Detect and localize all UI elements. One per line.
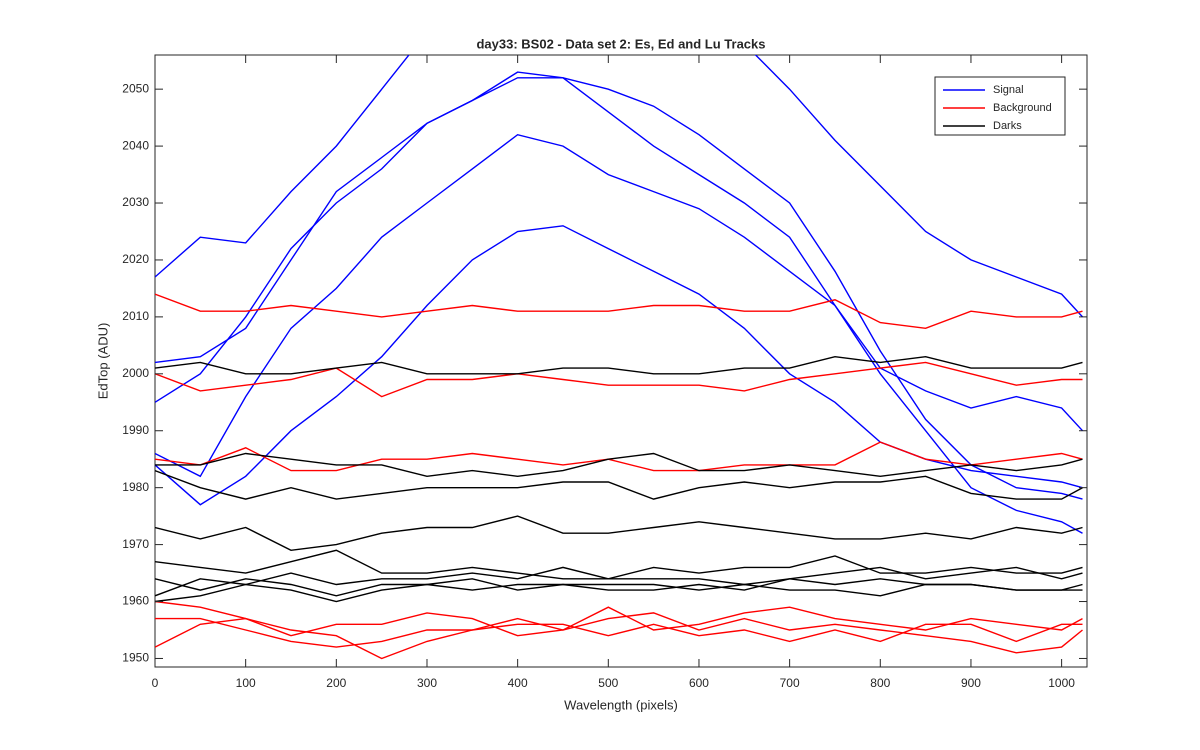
y-tick-label: 1980 — [122, 480, 149, 494]
x-tick-label: 800 — [870, 676, 890, 690]
y-tick-label: 1950 — [122, 651, 149, 665]
x-tick-label: 0 — [152, 676, 159, 690]
series-line — [155, 71, 1083, 534]
series-line — [155, 452, 1083, 478]
x-tick-label: 400 — [508, 676, 528, 690]
series-line — [155, 441, 1083, 472]
series-line — [155, 566, 1083, 603]
y-tick-label: 2030 — [122, 195, 149, 209]
x-tick-label: 100 — [236, 676, 256, 690]
x-tick-label: 1000 — [1048, 676, 1075, 690]
x-tick-label: 600 — [689, 676, 709, 690]
x-tick-label: 300 — [417, 676, 437, 690]
x-tick-label: 200 — [326, 676, 346, 690]
y-tick-label: 1970 — [122, 537, 149, 551]
y-axis-label: EdTop (ADU) — [95, 323, 110, 400]
y-tick-label: 2010 — [122, 309, 149, 323]
legend-label: Signal — [993, 84, 1024, 96]
y-tick-label: 2000 — [122, 366, 149, 380]
y-tick-label: 2020 — [122, 252, 149, 266]
plot-area — [154, 54, 1088, 668]
legend-label: Darks — [993, 120, 1022, 132]
legend-label: Background — [993, 102, 1052, 114]
series-line — [155, 293, 1083, 330]
series-line — [155, 355, 1083, 375]
series-line — [155, 361, 1083, 398]
lines — [155, 55, 1084, 660]
y-tick-label: 1960 — [122, 594, 149, 608]
series-line — [155, 515, 1083, 552]
series-line — [155, 617, 1083, 648]
series-line — [155, 55, 1084, 318]
y-tick-label: 2050 — [122, 81, 149, 95]
series-line — [155, 578, 1083, 603]
x-tick-label: 900 — [961, 676, 981, 690]
series-line — [155, 469, 1083, 500]
y-tick-label: 2040 — [122, 138, 149, 152]
x-axis-label: Wavelength (pixels) — [564, 697, 678, 712]
series-line — [155, 549, 1083, 580]
series-line — [155, 225, 1083, 506]
x-tick-label: 700 — [780, 676, 800, 690]
chart-title: day33: BS02 - Data set 2: Es, Ed and Lu … — [476, 36, 765, 51]
y-tick-label: 1990 — [122, 423, 149, 437]
x-tick-label: 500 — [598, 676, 618, 690]
series-line — [155, 612, 1083, 660]
